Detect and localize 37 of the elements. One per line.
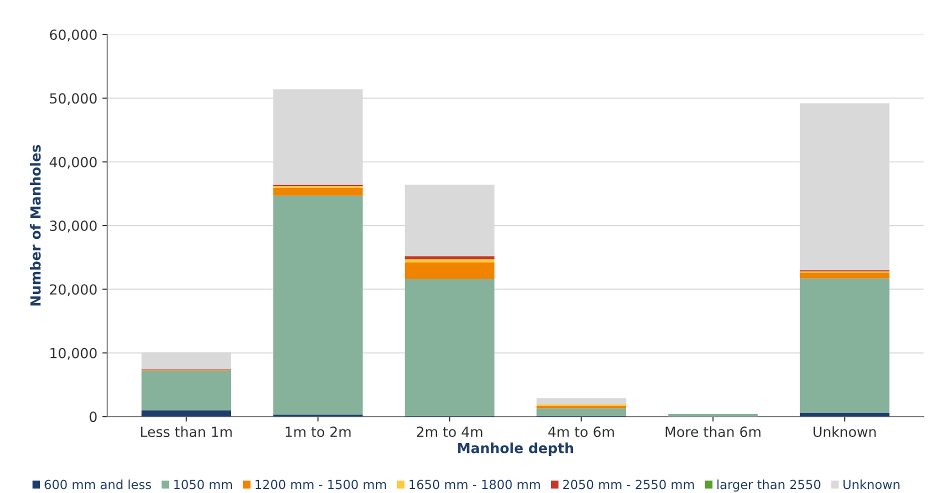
bar (536, 406, 626, 408)
legend-label: 1650 mm - 1800 mm (410, 480, 540, 490)
bar (142, 410, 232, 417)
legend-label: 2050 mm - 2550 mm (563, 480, 694, 490)
y-tick-label: 60,000 (50, 29, 97, 42)
y-tick-label: 40,000 (50, 156, 97, 169)
x-tick-label: 1m to 2m (286, 426, 351, 438)
bar (668, 414, 758, 417)
x-tick-label: Unknown (814, 426, 876, 438)
y-tick-label: 20,000 (50, 284, 97, 296)
legend-label: larger than 2550 (717, 480, 820, 492)
bar (404, 262, 494, 280)
x-tick-label: Less than 1m (141, 426, 232, 438)
bar (536, 408, 626, 416)
bar (404, 259, 494, 262)
x-axis-title: Manhole depth (458, 442, 574, 456)
bar (404, 279, 494, 416)
legend-label: 600 mm and less (44, 480, 152, 490)
bar (800, 412, 890, 417)
bar (800, 272, 890, 278)
y-tick-label: 0 (90, 412, 97, 422)
x-tick-label: More than 6m (666, 426, 760, 438)
x-tick-label: 2m to 4m (416, 426, 482, 438)
bar (536, 398, 626, 404)
y-tick-label: 30,000 (50, 220, 97, 232)
legend-label: 1200 mm - 1500 mm (256, 480, 386, 490)
legend-label: 1050 mm (174, 480, 232, 490)
bar (273, 188, 363, 196)
y-tick-label: 10,000 (50, 348, 97, 360)
x-tick-label: 4m to 6m (548, 426, 614, 438)
bar (142, 370, 232, 410)
y-axis-title: Number of Manholes (30, 145, 41, 306)
bar (273, 196, 363, 415)
y-tick-label: 50,000 (50, 93, 97, 106)
bar (404, 256, 494, 260)
bar (800, 278, 890, 413)
legend-label: Unknown (844, 480, 900, 490)
